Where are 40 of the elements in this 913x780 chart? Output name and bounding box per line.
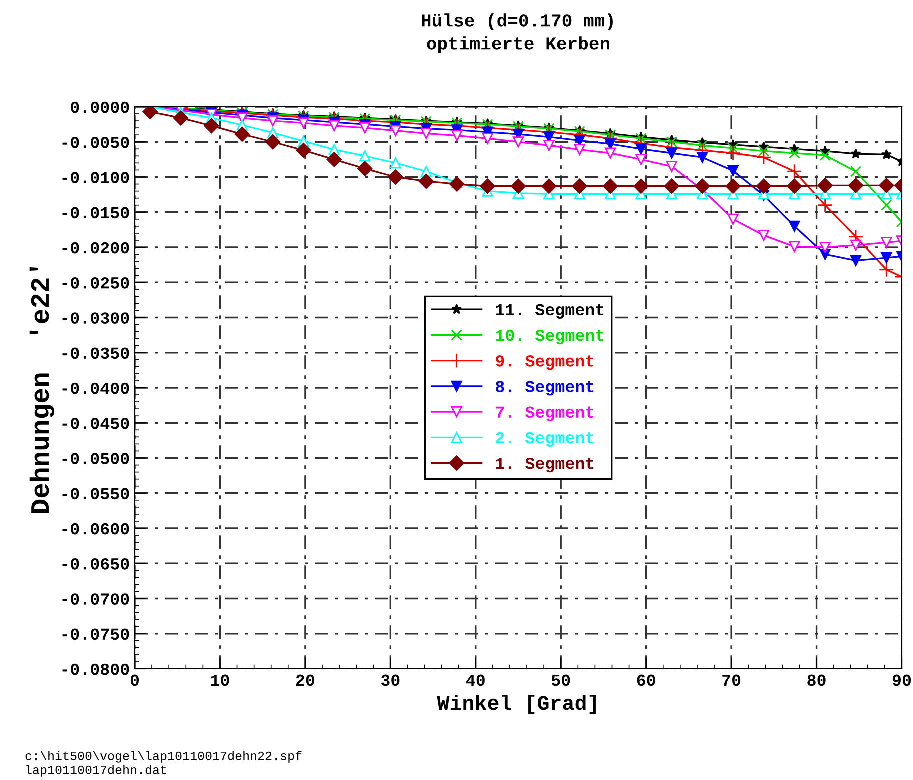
y-tick-label: -0.0600 <box>62 523 130 535</box>
x-tick-label: 60 <box>637 674 656 686</box>
y-tick-label: -0.0100 <box>62 172 130 184</box>
legend-label: 9. Segment <box>496 356 594 370</box>
y-axis-title: Dehnungen 'e22' <box>30 267 55 513</box>
x-tick-label: 20 <box>296 674 314 686</box>
y-tick-label: -0.0200 <box>62 242 130 254</box>
y-tick-label: -0.0050 <box>62 137 130 148</box>
legend-label: 7. Segment <box>496 406 594 422</box>
y-tick-label: -0.0650 <box>62 558 130 570</box>
text: c:\hit500\vogel\lap10110017dehn22.spf <box>26 751 302 763</box>
x-tick-label: 80 <box>808 674 826 686</box>
y-tick-label: -0.0750 <box>62 628 130 640</box>
y-tick-label: -0.0150 <box>62 207 130 219</box>
y-tick-label: 0.0000 <box>71 102 130 114</box>
y-tick-label: -0.0500 <box>62 453 130 464</box>
chart-subtitle: optimierte Kerben <box>427 36 610 54</box>
legend-label: 8. Segment <box>496 381 594 396</box>
y-tick-label: -0.0300 <box>62 312 130 324</box>
x-tick-label: 70 <box>722 674 741 686</box>
legend-label: 11. Segment <box>496 304 604 319</box>
y-tick-label: -0.0800 <box>62 664 130 676</box>
text: lap10110017dehn.dat <box>26 765 166 777</box>
y-tick-label: -0.0450 <box>62 418 130 430</box>
y-tick-label: -0.0550 <box>62 488 130 500</box>
x-tick-label: 10 <box>211 674 230 686</box>
y-tick-label: -0.0250 <box>62 278 130 289</box>
y-tick-label: -0.0350 <box>62 348 130 360</box>
x-tick-label: 0 <box>130 674 140 686</box>
legend-label: 1. Segment <box>496 458 594 473</box>
x-tick-label: 30 <box>381 674 400 686</box>
x-axis-title: Winkel [Grad] <box>437 694 596 714</box>
x-tick-label: 40 <box>466 674 485 686</box>
legend-label: 10. Segment <box>496 330 604 345</box>
x-tick-label: 50 <box>552 674 570 686</box>
chart-title: Hülse (d=0.170 mm) <box>422 14 613 30</box>
y-tick-label: -0.0400 <box>62 382 130 394</box>
y-tick-label: -0.0700 <box>62 594 130 605</box>
legend-label: 2. Segment <box>496 432 594 448</box>
x-tick-label: 90 <box>892 674 912 686</box>
